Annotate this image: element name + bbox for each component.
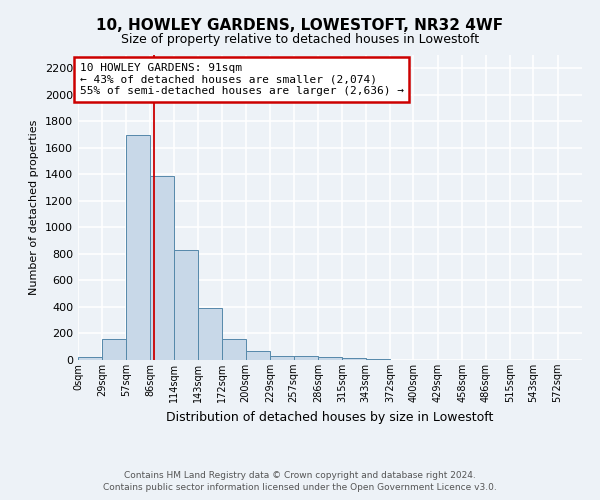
Text: Contains HM Land Registry data © Crown copyright and database right 2024.
Contai: Contains HM Land Registry data © Crown c… — [103, 471, 497, 492]
Bar — [150, 176, 173, 360]
Bar — [365, 358, 390, 360]
Bar — [126, 134, 150, 360]
Bar — [293, 356, 318, 360]
Text: Size of property relative to detached houses in Lowestoft: Size of property relative to detached ho… — [121, 32, 479, 46]
Bar — [173, 250, 198, 360]
Bar — [222, 339, 246, 360]
Bar — [342, 358, 365, 360]
Text: 10 HOWLEY GARDENS: 91sqm
← 43% of detached houses are smaller (2,074)
55% of sem: 10 HOWLEY GARDENS: 91sqm ← 43% of detach… — [80, 63, 404, 96]
Bar — [78, 358, 103, 360]
Bar — [318, 356, 342, 360]
Bar — [270, 356, 293, 360]
Text: 10, HOWLEY GARDENS, LOWESTOFT, NR32 4WF: 10, HOWLEY GARDENS, LOWESTOFT, NR32 4WF — [97, 18, 503, 32]
Bar — [246, 352, 270, 360]
Y-axis label: Number of detached properties: Number of detached properties — [29, 120, 40, 295]
X-axis label: Distribution of detached houses by size in Lowestoft: Distribution of detached houses by size … — [166, 410, 494, 424]
Bar — [198, 308, 222, 360]
Bar — [103, 340, 126, 360]
